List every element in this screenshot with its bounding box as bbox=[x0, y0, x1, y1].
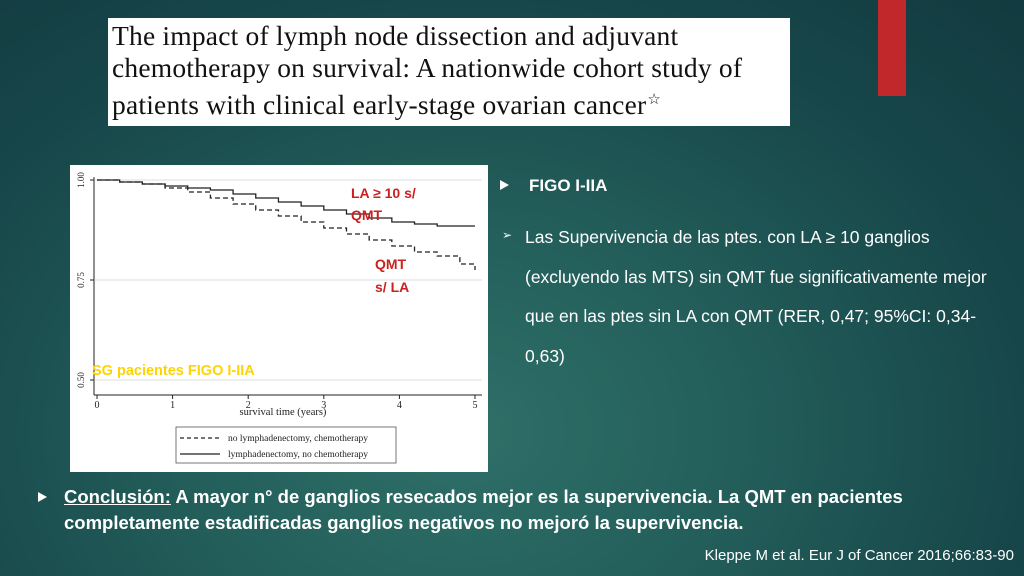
legend-box bbox=[175, 426, 397, 464]
conclusion-body: A mayor n° de ganglios resecados mejor e… bbox=[64, 486, 903, 533]
y-tick-label: 0.75 bbox=[76, 272, 86, 288]
paper-title-text: The impact of lymph node dissection and … bbox=[112, 20, 743, 121]
paper-title-image: The impact of lymph node dissection and … bbox=[108, 18, 790, 126]
x-tick-label: 4 bbox=[397, 400, 402, 411]
y-tick-label: 1.00 bbox=[76, 172, 86, 188]
bullet-figo-text: FIGO I-IIA bbox=[529, 176, 608, 195]
x-tick-label: 0 bbox=[95, 400, 100, 411]
x-tick-label: 5 bbox=[473, 400, 478, 411]
x-tick-label: 1 bbox=[170, 400, 175, 411]
x-tick-label: 3 bbox=[321, 400, 326, 411]
conclusion-lead: Conclusión: bbox=[64, 486, 171, 507]
annotation-sg-label: SG pacientes FIGO I-IIA bbox=[92, 363, 255, 379]
annotation-la-label: LA ≥ 10 s/ QMT bbox=[351, 185, 420, 223]
survival-chart: 0 1 2 3 4 5 0.50 0.75 1.00 survival time (years)… bbox=[70, 165, 488, 472]
annotation-qmt-line2: s/ LA bbox=[375, 279, 409, 295]
paper-title: The impact of lymph node dissection and … bbox=[112, 20, 788, 121]
title-star-icon: ☆ bbox=[647, 92, 661, 108]
annotation-qmt-line1: QMT bbox=[375, 256, 407, 272]
annotation-qmt-label: QMT s/ LA bbox=[375, 256, 410, 295]
bullet-triangle-icon bbox=[500, 180, 509, 190]
legend-entry-chemotherapy: no lymphadenectomy, chemotherapy bbox=[228, 434, 368, 444]
x-axis-label: survival time (years) bbox=[240, 407, 327, 418]
accent-red-tab bbox=[878, 0, 906, 96]
legend-entry-lymphadenectomy: lymphadenectomy, no chemotherapy bbox=[228, 450, 368, 460]
sub-bullet-survival-text: Las Supervivencia de las ptes. con LA ≥ … bbox=[525, 227, 987, 366]
axis-ticks: 0 1 2 3 4 5 0.50 0.75 1.00 bbox=[76, 172, 482, 411]
survival-curve-chemotherapy bbox=[97, 179, 476, 270]
citation: Kleppe M et al. Eur J of Cancer 2016;66:… bbox=[704, 547, 1014, 564]
sub-bullet-arrow-icon: ➢ bbox=[502, 228, 513, 242]
y-tick-label: 0.50 bbox=[76, 372, 86, 388]
x-tick-label: 2 bbox=[246, 400, 251, 411]
annotation-la-line2: QMT bbox=[351, 207, 383, 223]
survival-curve-lymphadenectomy bbox=[97, 179, 475, 227]
conclusion-text: Conclusión: A mayor n° de ganglios resec… bbox=[64, 484, 994, 536]
survival-chart-svg: 0 1 2 3 4 5 0.50 0.75 1.00 survival time (years)… bbox=[76, 172, 482, 464]
annotation-la-line1: LA ≥ 10 s/ bbox=[351, 185, 416, 201]
survival-curves bbox=[97, 179, 476, 270]
bullet-triangle-icon bbox=[38, 492, 47, 502]
